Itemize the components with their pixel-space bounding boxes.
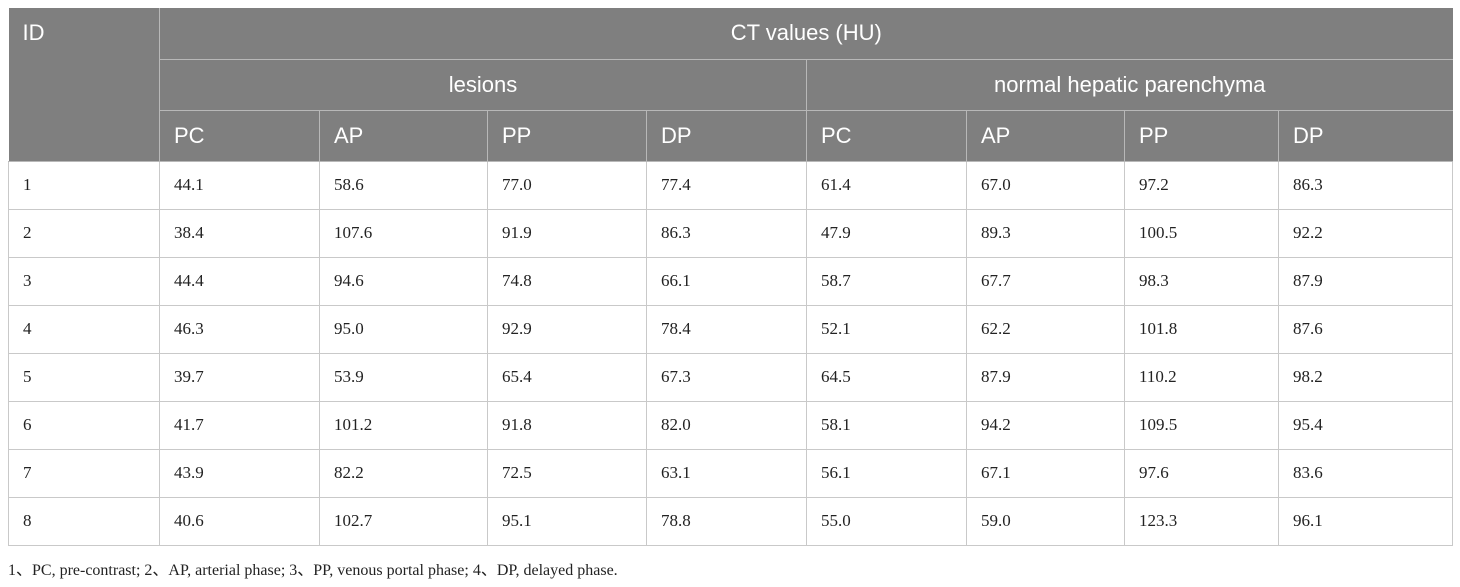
table-row: 3 44.4 94.6 74.8 66.1 58.7 67.7 98.3 87.9: [8, 256, 1454, 306]
table-cell: 67.7: [966, 256, 1125, 306]
table-cell: 44.4: [159, 256, 320, 306]
row-id-cell: 7: [8, 448, 160, 498]
table-cell: 110.2: [1124, 352, 1279, 402]
table-row: 1 44.1 58.6 77.0 77.4 61.4 67.0 97.2 86.3: [8, 160, 1454, 210]
table-cell: 87.9: [966, 352, 1125, 402]
table-cell: 74.8: [487, 256, 647, 306]
table-cell: 58.6: [319, 160, 488, 210]
table-cell: 95.4: [1277, 400, 1454, 450]
table-cell: 82.0: [646, 400, 807, 450]
table-row: 2 38.4 107.6 91.9 86.3 47.9 89.3 100.5 92.2: [8, 208, 1454, 258]
table-cell: 96.1: [1277, 496, 1454, 546]
table-cell: 87.6: [1277, 304, 1454, 354]
row-id-cell: 3: [8, 256, 160, 306]
table-cell: 62.2: [966, 304, 1125, 354]
table-cell: 78.8: [646, 496, 807, 546]
table-row: 8 40.6 102.7 95.1 78.8 55.0 59.0 123.3 96.1: [8, 496, 1454, 546]
row-id-cell: 1: [8, 160, 160, 210]
row-id-cell: 2: [8, 208, 160, 258]
table-cell: 39.7: [159, 352, 320, 402]
phase-header-lesion-pc: PC: [159, 110, 320, 162]
table-cell: 55.0: [806, 496, 967, 546]
row-id-cell: 5: [8, 352, 160, 402]
table-cell: 97.6: [1124, 448, 1279, 498]
table-cell: 61.4: [806, 160, 967, 210]
ct-values-header: CT values (HU): [159, 8, 1453, 60]
table-cell: 63.1: [646, 448, 807, 498]
ct-values-table: ID CT values (HU) lesions normal hepatic…: [8, 8, 1454, 546]
table-cell: 107.6: [319, 208, 488, 258]
table-cell: 95.1: [487, 496, 647, 546]
id-column-header: ID: [8, 8, 160, 162]
table-cell: 66.1: [646, 256, 807, 306]
table-cell: 65.4: [487, 352, 647, 402]
table-row: 7 43.9 82.2 72.5 63.1 56.1 67.1 97.6 83.6: [8, 448, 1454, 498]
table-cell: 77.0: [487, 160, 647, 210]
table-cell: 91.8: [487, 400, 647, 450]
table-cell: 72.5: [487, 448, 647, 498]
table-cell: 123.3: [1124, 496, 1279, 546]
lesions-group-header: lesions: [159, 59, 807, 111]
table-cell: 56.1: [806, 448, 967, 498]
table-cell: 44.1: [159, 160, 320, 210]
table-cell: 67.0: [966, 160, 1125, 210]
table-footnote: 1、PC, pre-contrast; 2、AP, arterial phase…: [8, 561, 618, 579]
table-cell: 97.2: [1124, 160, 1279, 210]
table-cell: 77.4: [646, 160, 807, 210]
table-cell: 38.4: [159, 208, 320, 258]
phase-header-lesion-dp: DP: [646, 110, 807, 162]
table-cell: 53.9: [319, 352, 488, 402]
table-cell: 59.0: [966, 496, 1125, 546]
table-cell: 89.3: [966, 208, 1125, 258]
table-cell: 78.4: [646, 304, 807, 354]
table-cell: 95.0: [319, 304, 488, 354]
table-cell: 58.1: [806, 400, 967, 450]
table-cell: 98.2: [1277, 352, 1454, 402]
phase-header-lesion-pp: PP: [487, 110, 647, 162]
row-id-cell: 4: [8, 304, 160, 354]
table-cell: 91.9: [487, 208, 647, 258]
table-cell: 82.2: [319, 448, 488, 498]
phase-header-normal-dp: DP: [1278, 110, 1453, 162]
table-cell: 98.3: [1124, 256, 1279, 306]
table-cell: 41.7: [159, 400, 320, 450]
phase-header-lesion-ap: AP: [319, 110, 488, 162]
table-cell: 67.3: [646, 352, 807, 402]
phase-header-normal-pc: PC: [806, 110, 967, 162]
table-cell: 109.5: [1124, 400, 1279, 450]
normal-parenchyma-group-header: normal hepatic parenchyma: [806, 59, 1453, 111]
table-cell: 52.1: [806, 304, 967, 354]
row-id-cell: 8: [8, 496, 160, 546]
table-cell: 86.3: [646, 208, 807, 258]
row-id-cell: 6: [8, 400, 160, 450]
table-cell: 40.6: [159, 496, 320, 546]
table-cell: 92.9: [487, 304, 647, 354]
table-cell: 58.7: [806, 256, 967, 306]
table-cell: 43.9: [159, 448, 320, 498]
table-cell: 46.3: [159, 304, 320, 354]
table-cell: 47.9: [806, 208, 967, 258]
table-row: 6 41.7 101.2 91.8 82.0 58.1 94.2 109.5 95.4: [8, 400, 1454, 450]
table-cell: 94.2: [966, 400, 1125, 450]
table-cell: 101.2: [319, 400, 488, 450]
table-cell: 83.6: [1277, 448, 1454, 498]
table-cell: 87.9: [1277, 256, 1454, 306]
table-container: ID CT values (HU) lesions normal hepatic…: [8, 8, 1454, 580]
table-cell: 67.1: [966, 448, 1125, 498]
table-cell: 64.5: [806, 352, 967, 402]
table-cell: 86.3: [1277, 160, 1454, 210]
table-cell: 100.5: [1124, 208, 1279, 258]
table-header: ID CT values (HU) lesions normal hepatic…: [8, 8, 1453, 162]
table-body: 1 44.1 58.6 77.0 77.4 61.4 67.0 97.2 86.3 2 38.4 10…: [8, 160, 1454, 546]
phase-header-normal-ap: AP: [966, 110, 1125, 162]
phase-header-normal-pp: PP: [1124, 110, 1279, 162]
table-cell: 101.8: [1124, 304, 1279, 354]
table-row: 5 39.7 53.9 65.4 67.3 64.5 87.9 110.2 98.2: [8, 352, 1454, 402]
table-cell: 94.6: [319, 256, 488, 306]
table-cell: 102.7: [319, 496, 488, 546]
table-cell: 92.2: [1277, 208, 1454, 258]
table-row: 4 46.3 95.0 92.9 78.4 52.1 62.2 101.8 87.6: [8, 304, 1454, 354]
